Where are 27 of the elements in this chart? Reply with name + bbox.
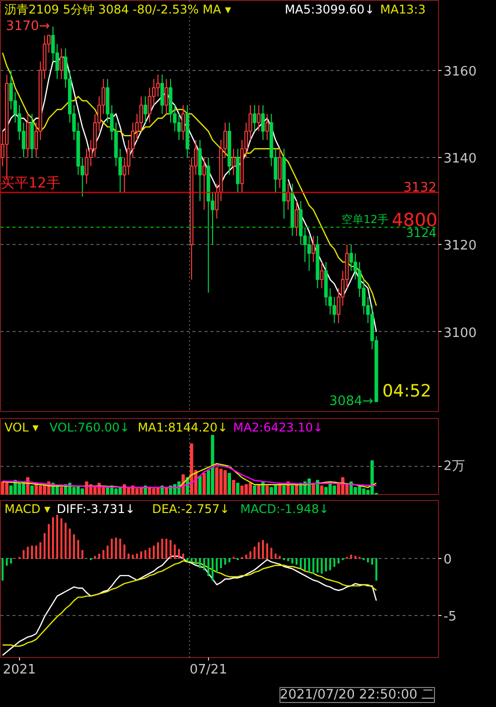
chart-title: VOL ▾ — [4, 420, 38, 434]
y-tick-label: 0 — [444, 552, 452, 568]
y-tick-label: -5 — [444, 609, 456, 624]
text: 04:52 — [382, 382, 432, 402]
annotation: 3084→ — [329, 394, 374, 410]
text: VOL:760.00↓ — [50, 420, 130, 434]
y-tick-label: 3140 — [444, 151, 477, 166]
text: MA13:3 — [380, 2, 426, 16]
text: MA5:3099.60↓ — [284, 2, 375, 16]
text: MACD:-1.948↓ — [240, 502, 330, 516]
text: DIFF:-3.731↓ — [56, 502, 136, 516]
x-tick-label: 2021 — [2, 662, 36, 678]
y-tick-label: 2万 — [444, 458, 465, 474]
annotation: 空单12手 — [342, 213, 389, 226]
chart-title: MACD ▾ — [4, 502, 50, 516]
text: DEA:-2.757↓ — [152, 502, 230, 516]
ref-line-label: 3132 — [403, 180, 437, 196]
text: 2021/07/20 22:50:00 二 — [280, 688, 434, 702]
x-tick-label: 07/21 — [190, 662, 228, 678]
chart-title: 沥青2109 5分钟 3084 -80/-2.53% MA ▾ — [4, 2, 231, 16]
y-tick-label: 3160 — [444, 64, 477, 80]
y-tick-label: 3120 — [444, 238, 477, 254]
annotation: 3170→ — [6, 19, 50, 34]
text: MA2:6423.10↓ — [233, 420, 324, 434]
text: MA1:8144.20↓ — [138, 420, 228, 434]
annotation: 买平12手 — [0, 175, 60, 192]
y-tick-label: 3100 — [444, 326, 477, 341]
